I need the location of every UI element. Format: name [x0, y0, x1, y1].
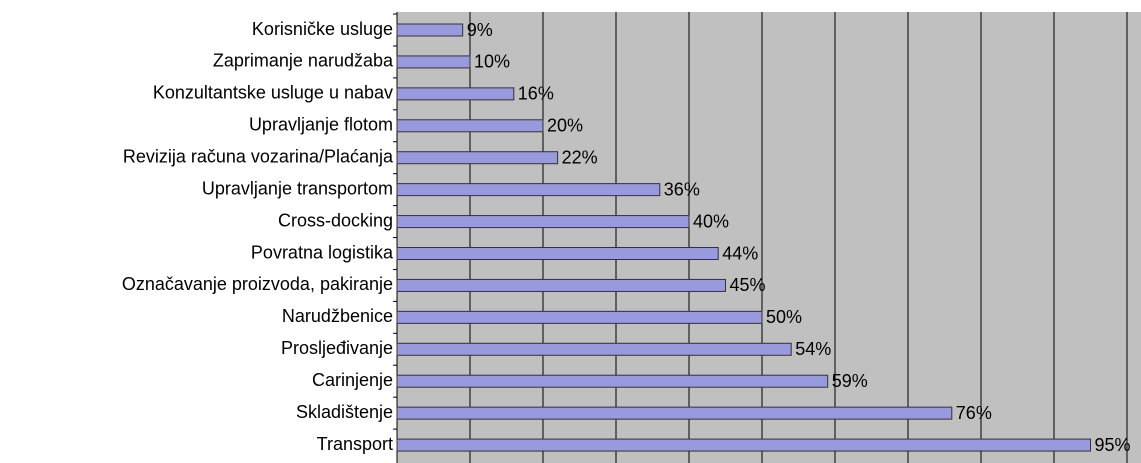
y-tick-label: Narudžbenice — [282, 306, 393, 326]
data-label: 16% — [518, 84, 554, 104]
data-label: 9% — [467, 20, 493, 40]
data-label: 44% — [722, 243, 758, 263]
bar — [396, 342, 792, 356]
data-label: 20% — [547, 116, 583, 136]
data-label: 10% — [474, 52, 510, 72]
data-label: 54% — [795, 339, 831, 359]
bar — [396, 183, 661, 197]
y-tick-label: Korisničke usluge — [252, 19, 393, 39]
y-tick-label: Transport — [317, 434, 393, 454]
bar — [396, 438, 1091, 452]
bar — [396, 406, 953, 420]
y-tick-label: Označavanje proizvoda, pakiranje — [122, 274, 393, 294]
bar — [396, 55, 471, 69]
y-tick-label: Revizija računa vozarina/Plaćanja — [123, 146, 394, 166]
data-label: 95% — [1095, 435, 1131, 455]
y-tick-label: Cross-docking — [278, 210, 393, 230]
bar — [396, 278, 726, 292]
data-label: 40% — [693, 211, 729, 231]
bar — [396, 151, 559, 165]
y-tick-label: Konzultantske usluge u nabav — [153, 83, 393, 103]
y-tick-label: Povratna logistika — [251, 242, 394, 262]
plot-area — [397, 12, 1141, 463]
data-label: 45% — [730, 275, 766, 295]
data-label: 76% — [956, 403, 992, 423]
bar — [396, 310, 763, 324]
y-tick-label: Skladištenje — [296, 402, 393, 422]
bar — [396, 87, 515, 101]
data-label: 59% — [832, 371, 868, 391]
bar — [396, 374, 829, 388]
bar — [396, 247, 719, 260]
data-label: 36% — [664, 179, 700, 199]
y-tick-label: Zaprimanje narudžaba — [213, 51, 394, 71]
bar — [396, 119, 544, 133]
data-label: 22% — [562, 147, 598, 167]
bar — [396, 215, 690, 229]
y-tick-label: Upravljanje flotom — [249, 115, 393, 135]
y-tick-label: Prosljeđivanje — [281, 338, 393, 358]
bar — [396, 23, 464, 37]
data-label: 50% — [766, 307, 802, 327]
y-tick-label: Carinjenje — [312, 370, 393, 390]
y-tick-label: Upravljanje transportom — [202, 178, 393, 198]
